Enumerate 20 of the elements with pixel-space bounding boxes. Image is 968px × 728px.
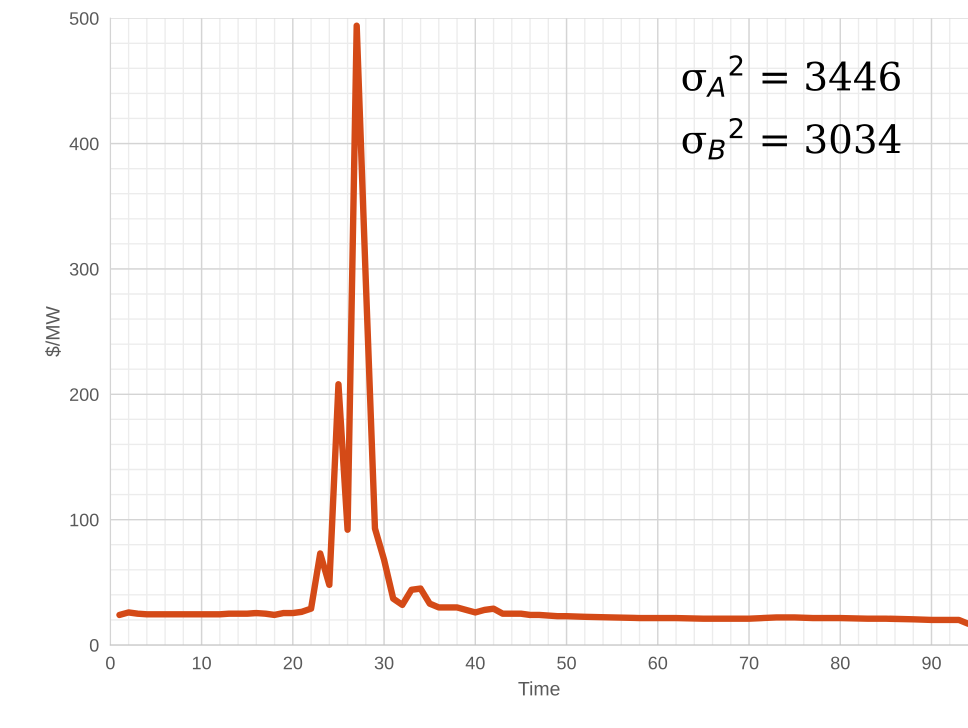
x-tick-label: 30 <box>374 656 394 670</box>
x-tick-label: 0 <box>106 656 115 670</box>
annotation: σ$_{A}$$^{2}$ = 3446 <box>682 55 900 97</box>
x-tick-label: 40 <box>466 656 485 670</box>
x-tick-label: 20 <box>284 656 302 670</box>
y-tick-label: 500 <box>70 12 99 25</box>
y-tick-label: 300 <box>70 262 99 276</box>
y-tick-label: 200 <box>70 388 99 402</box>
x-axis-title: Time <box>518 681 560 696</box>
x-tick-label: 60 <box>648 656 668 670</box>
x-tick-label: 80 <box>831 656 850 670</box>
y-axis-title: $/MW <box>45 306 61 357</box>
y-tick-label: 0 <box>90 638 99 652</box>
x-tick-label: 50 <box>557 656 576 670</box>
y-tick-label: 400 <box>70 137 99 150</box>
y-tick-label: 100 <box>70 514 99 526</box>
annotation: σ$_{B}$$^{2}$ = 3034 <box>682 118 900 160</box>
x-tick-label: 10 <box>192 656 211 670</box>
x-tick-label: 70 <box>740 656 758 670</box>
x-tick-label: 90 <box>922 656 941 670</box>
